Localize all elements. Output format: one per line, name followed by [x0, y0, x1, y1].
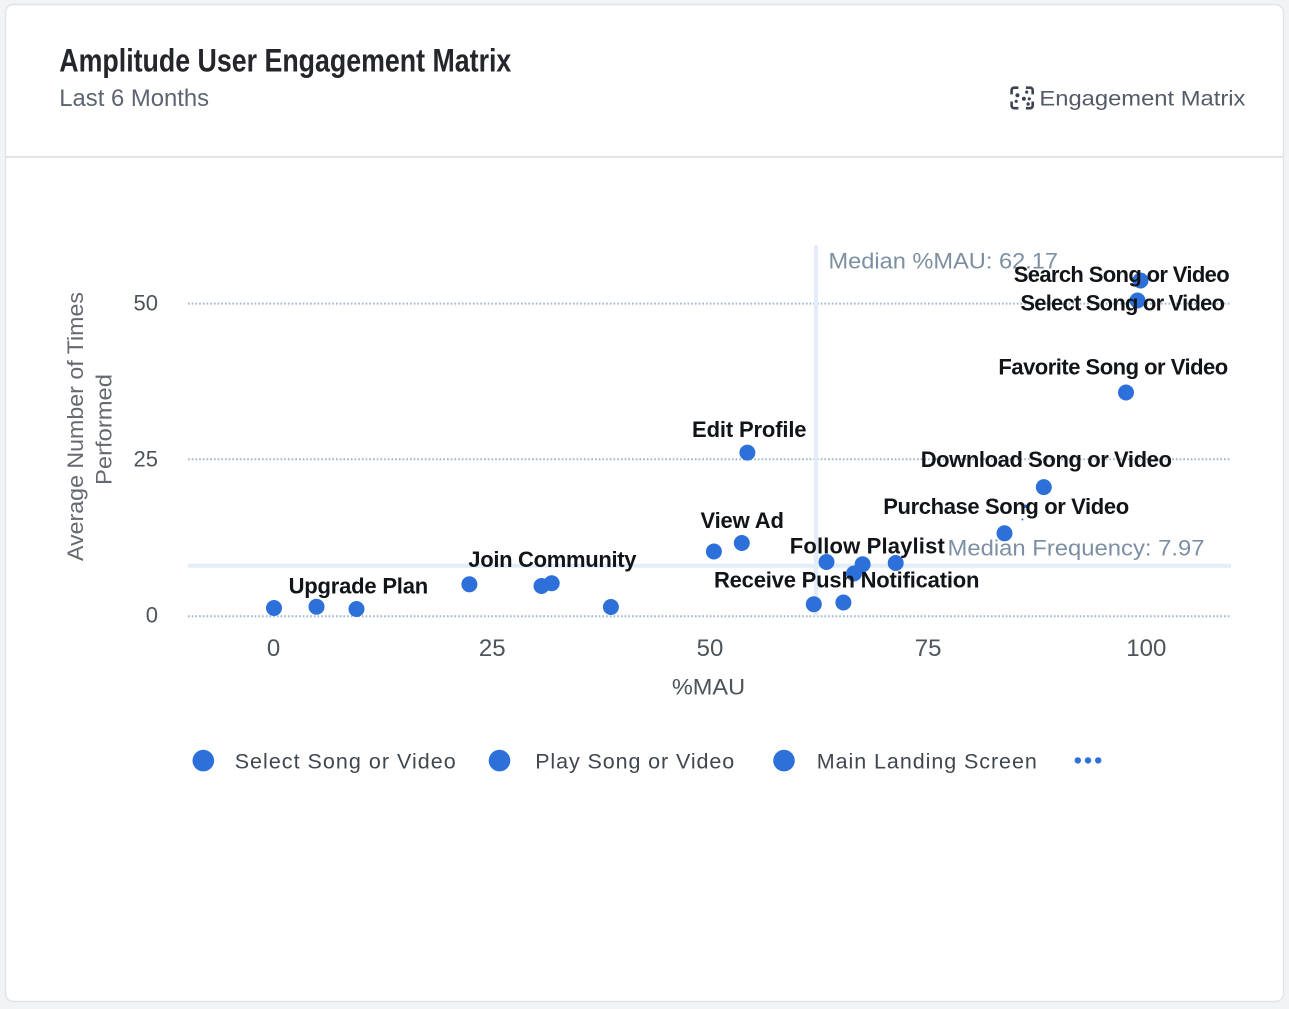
svg-text:100: 100: [1126, 635, 1166, 662]
svg-text:Favorite Song or Video: Favorite Song or Video: [998, 355, 1228, 380]
svg-text:Average Number of Times: Average Number of Times: [63, 292, 88, 561]
svg-text:Follow Playlist: Follow Playlist: [790, 534, 946, 559]
svg-text:Purchase Song or Video: Purchase Song or Video: [883, 494, 1129, 519]
svg-text:Receive Push Notification: Receive Push Notification: [714, 568, 979, 593]
svg-text:Play Song or Video: Play Song or Video: [535, 749, 734, 773]
svg-text:50: 50: [134, 291, 158, 316]
svg-text:50: 50: [697, 635, 724, 662]
svg-text:Median %MAU: 62.17: Median %MAU: 62.17: [829, 248, 1059, 273]
svg-text:Download Song or Video: Download Song or Video: [921, 447, 1172, 472]
svg-text:0: 0: [146, 602, 158, 627]
svg-text:Search Song or Video: Search Song or Video: [1014, 262, 1230, 287]
svg-text:%MAU: %MAU: [672, 675, 745, 700]
svg-text:Performed: Performed: [92, 374, 117, 485]
svg-text:Join Community: Join Community: [468, 547, 637, 572]
svg-text:75: 75: [915, 635, 942, 662]
svg-text:Engagement Matrix: Engagement Matrix: [1039, 87, 1246, 110]
svg-text:Amplitude User Engagement Matr: Amplitude User Engagement Matrix: [59, 43, 511, 79]
svg-text:0: 0: [267, 635, 280, 662]
svg-text:View Ad: View Ad: [700, 508, 784, 533]
svg-text:Select Song or Video: Select Song or Video: [1020, 290, 1225, 315]
svg-text:Edit Profile: Edit Profile: [692, 417, 807, 442]
svg-text:Upgrade Plan: Upgrade Plan: [289, 574, 429, 599]
svg-text:25: 25: [134, 446, 158, 471]
svg-text:Last 6 Months: Last 6 Months: [59, 85, 209, 112]
svg-text:25: 25: [479, 635, 506, 662]
svg-text:Main Landing Screen: Main Landing Screen: [817, 749, 1037, 773]
svg-text:Select Song or Video: Select Song or Video: [235, 749, 456, 773]
svg-text:Median Frequency: 7.97: Median Frequency: 7.97: [948, 536, 1205, 561]
